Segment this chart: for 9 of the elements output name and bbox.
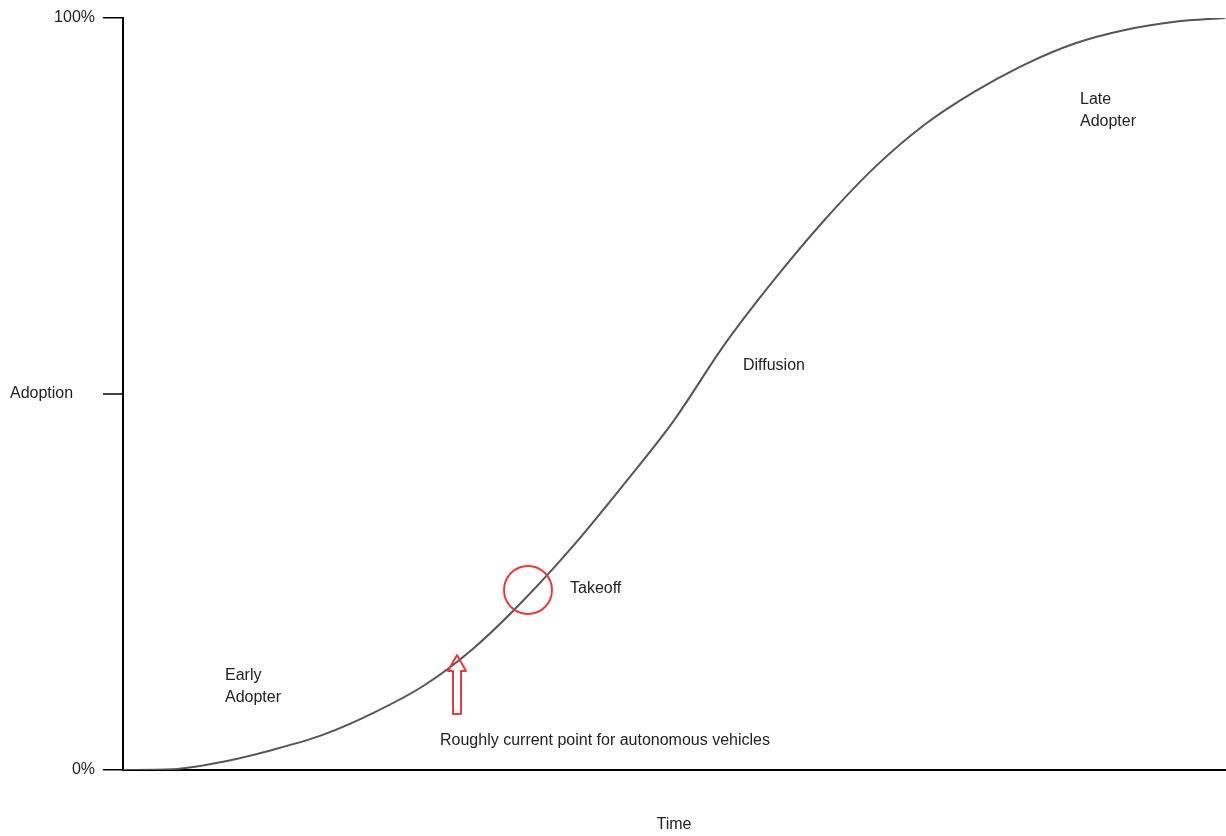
y-tick-label: 0% bbox=[71, 760, 95, 778]
y-tick-label: 100% bbox=[54, 8, 95, 26]
annotation: Early Adopter bbox=[225, 666, 282, 706]
annotation: Roughly current point for autonomous vehicles bbox=[440, 731, 770, 749]
y-axis-title: Adoption bbox=[10, 384, 74, 402]
annotation: Late Adopter bbox=[1080, 90, 1137, 130]
x-axis-title: Time bbox=[656, 815, 692, 833]
annotation: Takeoff bbox=[570, 579, 622, 597]
annotation: Diffusion bbox=[743, 356, 805, 374]
